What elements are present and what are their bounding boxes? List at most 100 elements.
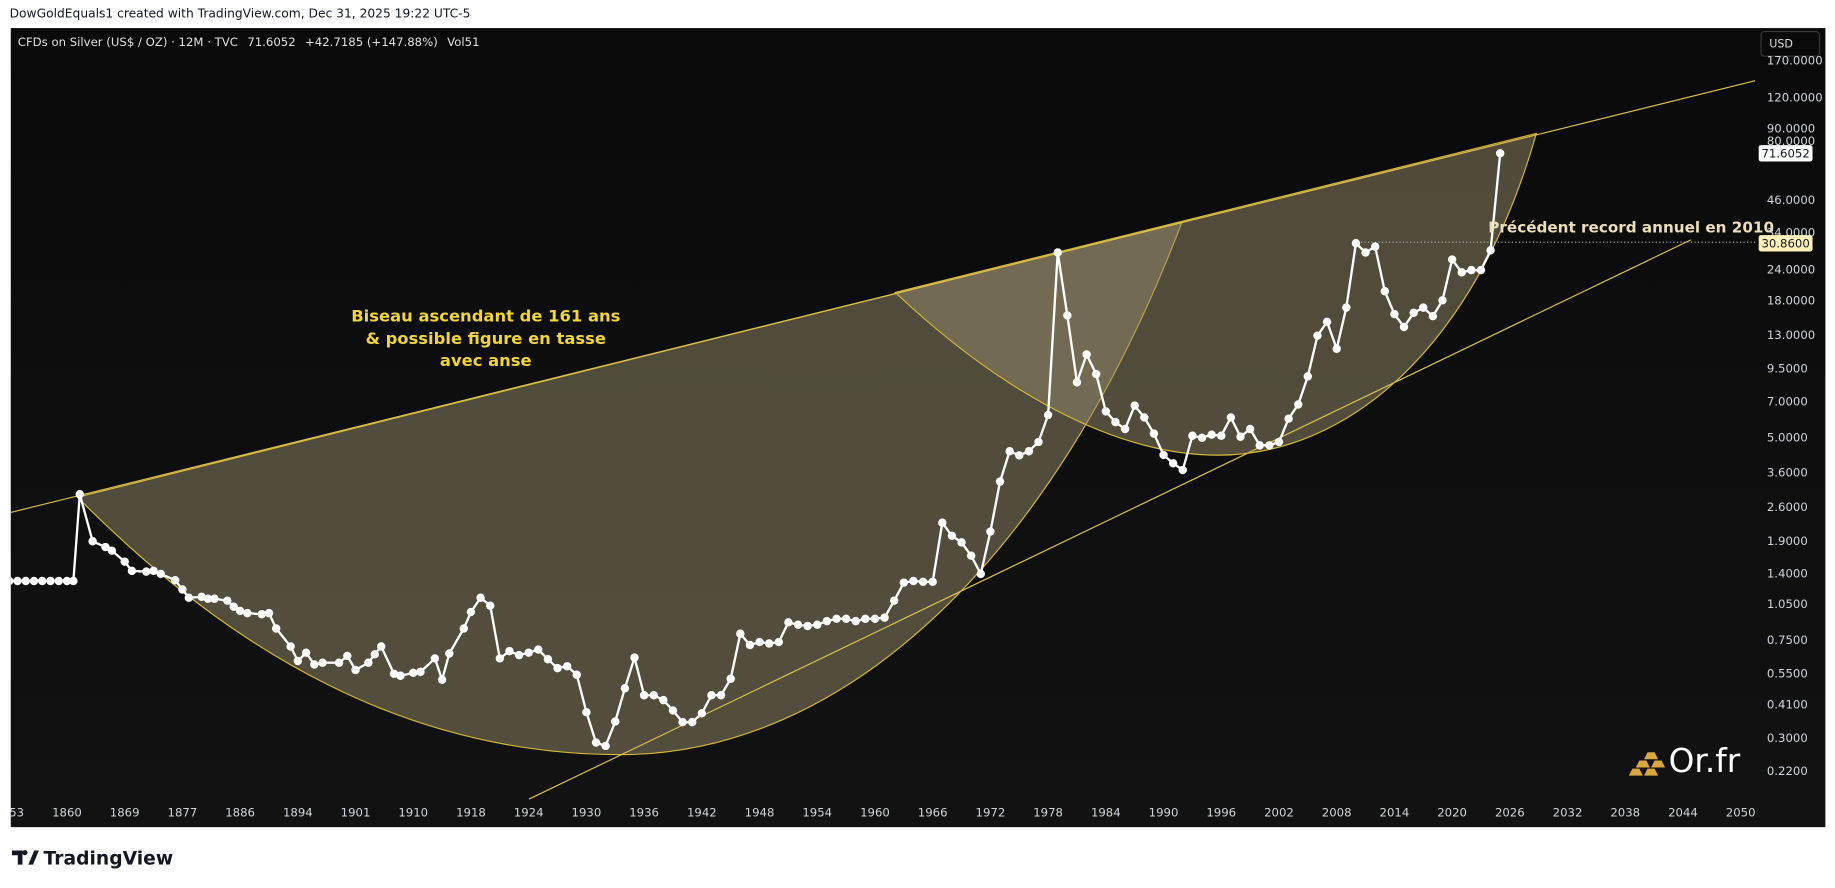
price-point — [1293, 400, 1303, 409]
y-tick-label: 0.4100 — [1767, 698, 1808, 712]
y-tick-label: 24.0000 — [1767, 263, 1815, 277]
price-point — [107, 546, 117, 555]
y-tick-label: 0.7500 — [1767, 633, 1808, 647]
price-point — [966, 551, 976, 560]
price-point — [389, 669, 399, 679]
price-point — [127, 566, 137, 576]
price-point — [257, 610, 266, 619]
x-tick-label: 1910 — [398, 806, 428, 820]
price-point — [1476, 265, 1486, 275]
price-point — [88, 537, 97, 546]
price-point — [1024, 447, 1034, 456]
price-point — [62, 576, 72, 586]
price-point — [957, 538, 966, 547]
price-point — [1120, 424, 1130, 434]
price-point — [755, 637, 764, 647]
x-tick-label: 1978 — [1033, 806, 1063, 820]
price-point — [293, 656, 303, 666]
price-point — [1245, 424, 1255, 434]
price-point — [611, 717, 620, 726]
price-point — [697, 709, 707, 718]
price-point — [271, 624, 281, 633]
y-tick-label: 7.0000 — [1767, 394, 1808, 408]
price-point — [170, 575, 180, 585]
legend-volume: Vol51 — [447, 35, 479, 49]
y-tick-label: 13.0000 — [1767, 328, 1815, 342]
price-point — [476, 593, 485, 602]
price-point — [986, 527, 995, 536]
legend-symbol: CFDs on Silver (US$ / OZ) · 12M · TVC — [18, 35, 238, 49]
x-tick-label: 2050 — [1726, 806, 1756, 820]
annotation: Précédent record annuel en 2010 — [1488, 219, 1774, 237]
price-point — [29, 576, 39, 586]
price-point — [310, 660, 319, 669]
price-point — [75, 490, 85, 499]
price-point — [591, 738, 601, 747]
price-point — [1130, 401, 1139, 410]
price-point — [1380, 287, 1389, 296]
price-point — [918, 577, 928, 587]
series-layer — [10, 149, 1505, 751]
y-tick-label: 170.0000 — [1767, 53, 1823, 67]
price-point — [318, 658, 327, 667]
x-tick-label: 1894 — [283, 806, 313, 820]
price-point — [1101, 407, 1111, 416]
price-point — [229, 602, 238, 611]
price-point — [716, 691, 726, 700]
price-point — [1082, 350, 1091, 359]
x-tick-label: 2014 — [1380, 806, 1410, 820]
x-tick-label: 1901 — [341, 806, 371, 820]
price-point — [149, 566, 158, 576]
price-label-box — [1758, 235, 1813, 252]
x-tick-label: 1990 — [1149, 806, 1179, 820]
price-point — [416, 667, 425, 677]
price-point — [21, 576, 30, 586]
price-point — [947, 531, 957, 540]
price-point — [1091, 369, 1101, 379]
price-point — [1178, 465, 1187, 475]
price-point — [1188, 431, 1197, 440]
price-point — [445, 649, 454, 658]
price-point — [235, 606, 245, 616]
price-point — [639, 691, 649, 700]
price-point — [630, 653, 639, 662]
price-point — [1140, 413, 1149, 422]
price-point — [1217, 431, 1226, 440]
price-point — [659, 695, 668, 705]
price-point — [553, 663, 562, 673]
price-point — [396, 671, 405, 680]
price-point — [774, 637, 783, 647]
price-point — [976, 569, 985, 579]
price-point — [1447, 255, 1457, 264]
price-point — [210, 594, 219, 603]
x-tick-label: 2032 — [1553, 806, 1583, 820]
x-tick-label: 1984 — [1091, 806, 1121, 820]
price-point — [1390, 309, 1399, 319]
drawings — [10, 80, 1756, 800]
price-point — [264, 608, 274, 618]
price-point — [524, 648, 533, 657]
price-point — [1207, 430, 1216, 439]
price-point — [156, 569, 165, 579]
price-point — [1342, 303, 1351, 312]
price-label: 71.6052 — [1761, 146, 1809, 160]
price-point — [928, 577, 937, 587]
y-tick-label: 0.5500 — [1767, 666, 1808, 680]
x-tick-label: 2026 — [1495, 806, 1525, 820]
price-point — [1284, 414, 1293, 423]
currency-button[interactable] — [1760, 31, 1821, 57]
price-point — [726, 674, 735, 683]
or-logo: Or.fr — [1628, 742, 1741, 780]
x-tick-label: 1860 — [52, 806, 82, 820]
price-point — [1332, 344, 1341, 354]
y-tick-label: 1.9000 — [1767, 534, 1808, 548]
price-point — [601, 741, 610, 751]
price-point — [1409, 308, 1418, 318]
legend-change: +42.7185 (+147.88%) — [305, 35, 438, 49]
price-point — [1197, 433, 1207, 443]
currency[interactable]: USD — [1769, 37, 1793, 50]
price-point — [543, 655, 553, 664]
footer-brand: TradingView — [44, 848, 174, 869]
price-point — [707, 691, 716, 700]
